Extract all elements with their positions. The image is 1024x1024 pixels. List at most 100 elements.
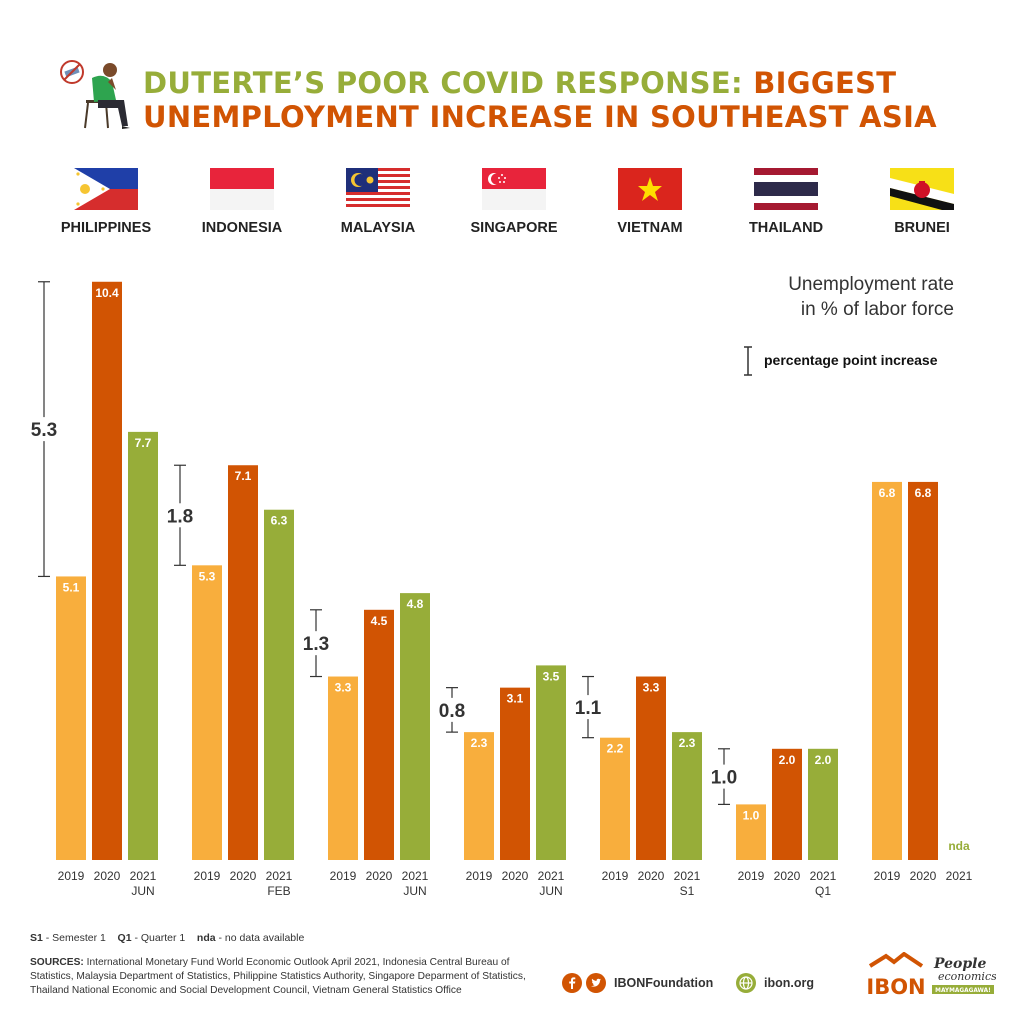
x-tick-label-vietnam-2020: 2020 [638, 869, 665, 883]
vietnam-flag [618, 168, 682, 210]
x-sub-label-thailand: Q1 [815, 884, 831, 898]
x-tick-label-indonesia-2019: 2019 [194, 869, 221, 883]
x-tick-label-vietnam-2019: 2019 [602, 869, 629, 883]
philippines-flag [74, 168, 138, 210]
country-label-philippines: PHILIPPINES [60, 220, 152, 236]
increase-label-bg-indonesia [162, 503, 198, 528]
legend-title-line2: in % of labor force [800, 299, 954, 320]
bar-malaysia-2021 [400, 593, 430, 860]
bar-vietnam-2021 [672, 732, 702, 860]
x-tick-label-indonesia-2021: 2021 [266, 869, 293, 883]
bar-philippines-2020 [92, 281, 122, 860]
sources-text: SOURCES: International Monetary Fund Wor… [30, 956, 540, 998]
x-tick-label-brunei-2019: 2019 [874, 869, 901, 883]
ibon-logo-text: IBON [866, 975, 925, 998]
increase-label-vietnam: 1.1 [575, 698, 602, 719]
bar-vietnam-2019 [600, 737, 630, 860]
x-tick-label-malaysia-2021: 2021 [402, 869, 429, 883]
x-tick-label-thailand-2020: 2020 [774, 869, 801, 883]
data-label-malaysia-2020: 4.5 [371, 614, 388, 628]
globe-icon [736, 973, 756, 993]
country-label-brunei: BRUNEI [894, 220, 950, 236]
sources-label: SOURCES: [30, 957, 84, 968]
data-label-singapore-2021: 3.5 [543, 669, 560, 683]
x-tick-label-vietnam-2021: 2021 [674, 869, 701, 883]
social-handle[interactable]: IBONFoundation [562, 972, 713, 994]
x-tick-label-singapore-2021: 2021 [538, 869, 565, 883]
increase-label-bg-thailand [706, 764, 742, 789]
x-tick-label-brunei-2021: 2021 [946, 869, 973, 883]
bar-thailand-2019 [736, 804, 766, 860]
people-logo-text-1: People [933, 956, 987, 972]
data-label-brunei-2020: 6.8 [915, 486, 932, 500]
bar-indonesia-2020 [228, 465, 258, 860]
title-part2: BIGGEST [753, 66, 897, 100]
twitter-icon[interactable] [586, 973, 606, 993]
malaysia-flag [346, 168, 410, 210]
bar-philippines-2019 [56, 576, 86, 860]
data-label-indonesia-2019: 5.3 [199, 569, 216, 583]
increase-label-bg-malaysia [298, 631, 334, 656]
data-label-indonesia-2020: 7.1 [235, 469, 252, 483]
x-tick-label-malaysia-2019: 2019 [330, 869, 357, 883]
bar-indonesia-2019 [192, 565, 222, 860]
bar-singapore-2021 [536, 665, 566, 860]
data-label-brunei-2019: 6.8 [879, 486, 896, 500]
x-sub-label-malaysia: JUN [403, 884, 426, 898]
facebook-icon[interactable] [562, 973, 582, 993]
social-handle-text: IBONFoundation [614, 976, 714, 990]
bar-singapore-2019 [464, 732, 494, 860]
increase-label-malaysia: 1.3 [303, 634, 329, 655]
x-sub-label-vietnam: S1 [680, 884, 695, 898]
x-tick-label-thailand-2021: 2021 [810, 869, 837, 883]
s1-text: - Semester 1 [42, 932, 106, 944]
x-tick-label-philippines-2021: 2021 [130, 869, 157, 883]
people-economics-logo: People economics MAYMAGAGAWA! [932, 956, 996, 994]
bar-thailand-2021 [808, 748, 838, 860]
s1-key: S1 [30, 932, 43, 944]
x-tick-label-indonesia-2020: 2020 [230, 869, 257, 883]
abbreviation-footnote: S1 - Semester 1 Q1 - Quarter 1 nda - no … [30, 932, 304, 944]
unemployment-bar-chart: 5.1201910.420207.72021JUN5.35.320197.120… [26, 281, 973, 898]
legend-title: Unemployment rate in % of labor force [788, 272, 954, 322]
x-sub-label-philippines: JUN [131, 884, 154, 898]
x-tick-label-malaysia-2020: 2020 [366, 869, 393, 883]
data-label-thailand-2019: 1.0 [743, 808, 760, 822]
country-label-singapore: SINGAPORE [470, 220, 558, 236]
bar-singapore-2020 [500, 687, 530, 860]
bar-vietnam-2020 [636, 676, 666, 860]
increase-label-thailand: 1.0 [711, 768, 737, 789]
data-label-philippines-2021: 7.7 [135, 436, 152, 450]
x-tick-label-philippines-2019: 2019 [58, 869, 85, 883]
data-label-thailand-2020: 2.0 [779, 753, 796, 767]
data-label-malaysia-2021: 4.8 [407, 597, 424, 611]
title-part1: DUTERTE’S POOR COVID RESPONSE: [143, 66, 754, 100]
x-tick-label-singapore-2020: 2020 [502, 869, 529, 883]
q1-text: - Quarter 1 [131, 932, 186, 944]
nda-key: nda [196, 932, 216, 944]
data-label-philippines-2020: 10.4 [95, 286, 119, 300]
data-label-vietnam-2021: 2.3 [679, 736, 696, 750]
data-label-vietnam-2020: 3.3 [643, 681, 660, 695]
increase-label-singapore: 0.8 [439, 701, 465, 722]
bar-brunei-2019 [872, 481, 902, 860]
x-sub-label-indonesia: FEB [267, 884, 290, 898]
bar-philippines-2021 [128, 431, 158, 860]
increase-label-bg-vietnam [570, 695, 606, 720]
country-label-indonesia: INDONESIA [201, 220, 283, 236]
data-label-brunei-2021: nda [948, 839, 970, 853]
data-label-malaysia-2019: 3.3 [335, 681, 352, 695]
website-text: ibon.org [764, 976, 814, 990]
nda-text: - no data available [215, 932, 305, 944]
website-link[interactable]: ibon.org [736, 972, 814, 994]
increase-label-indonesia: 1.8 [167, 506, 193, 527]
bar-indonesia-2021 [264, 509, 294, 860]
singapore-flag [482, 168, 546, 210]
indonesia-flag [210, 168, 274, 210]
increase-label-philippines: 5.3 [31, 420, 57, 441]
sources-body: International Monetary Fund World Econom… [30, 957, 526, 996]
increase-label-bg-philippines [26, 417, 62, 442]
brunei-flag [890, 168, 954, 210]
bracket-icon [744, 346, 752, 376]
x-tick-label-brunei-2020: 2020 [910, 869, 937, 883]
